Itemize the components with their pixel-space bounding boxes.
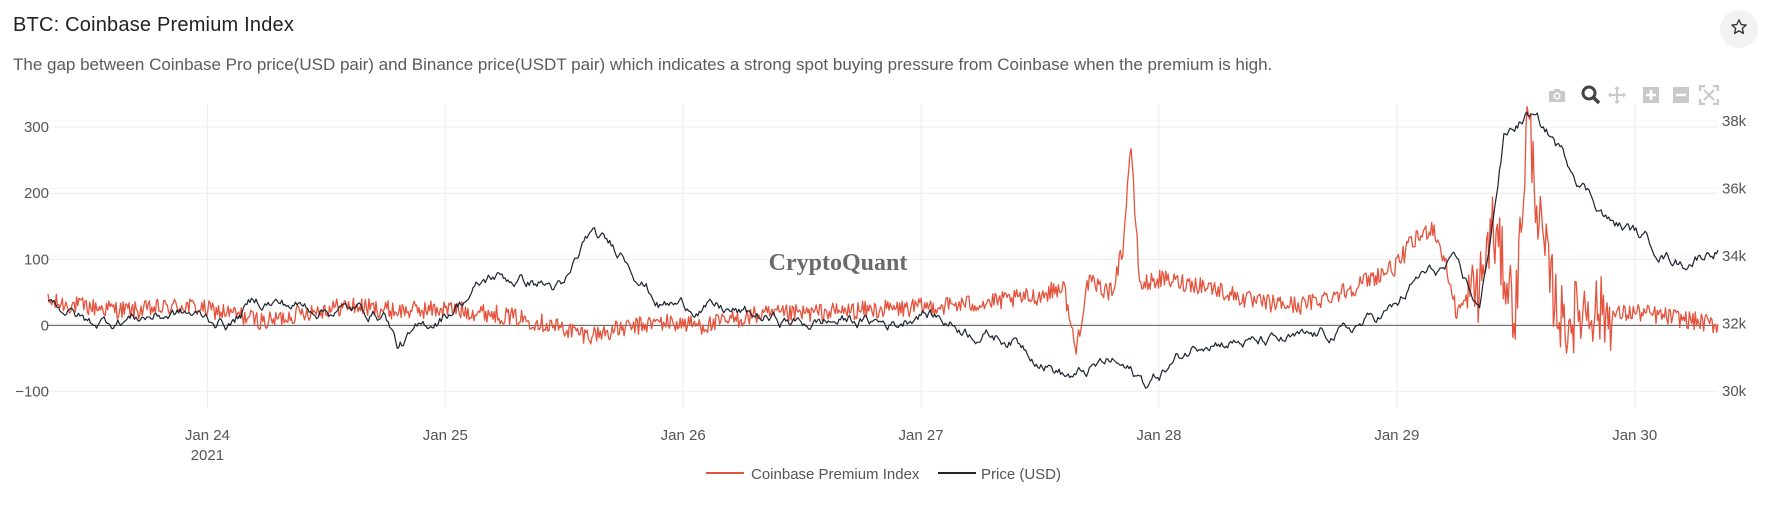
camera-icon[interactable] [1546,84,1568,106]
x-tick-sublabel: 2021 [191,447,224,464]
legend-item[interactable]: Price (USD) [938,466,1061,483]
chart-axes: Jan 24 2021 Jan 25 Jan 26 Jan 27 Jan 28 Jan 29… [15,113,1746,464]
x-tick-label: Jan 25 [423,427,468,444]
legend-label: Coinbase Premium Index [751,466,920,483]
x-tick-label: Jan 29 [1374,427,1419,444]
zoom-icon[interactable] [1580,84,1602,106]
y-right-tick-label: 38k [1722,113,1747,130]
page-title: BTC: Coinbase Premium Index [13,14,295,36]
x-tick-label: Jan 28 [1136,427,1181,444]
legend-item[interactable]: Coinbase Premium Index [706,466,920,483]
y-left-tick-label: 100 [24,251,49,268]
chart-grid [48,104,1718,408]
y-right-tick-label: 32k [1722,316,1747,333]
legend-label: Price (USD) [981,466,1061,483]
autoscale-icon[interactable] [1698,84,1720,106]
y-right-tick-label: 36k [1722,180,1747,197]
x-tick-label: Jan 24 [185,427,230,444]
series-line-price[interactable] [47,111,1719,389]
y-left-tick-label: 300 [24,119,49,136]
chart-legend: Coinbase Premium Index Price (USD) [706,466,1061,483]
chart-series [47,106,1719,389]
star-icon [1730,18,1748,41]
y-left-tick-label: 0 [41,317,49,334]
y-right-tick-label: 30k [1722,383,1747,400]
page-description: The gap between Coinbase Pro price(USD p… [13,55,1273,74]
zoom-out-icon[interactable] [1670,84,1692,106]
watermark: CryptoQuant [769,250,908,276]
y-left-tick-label: 200 [24,185,49,202]
series-line-premium-index[interactable] [47,106,1719,355]
y-right-tick-label: 34k [1722,248,1747,265]
x-tick-label: Jan 27 [899,427,944,444]
zoom-in-icon[interactable] [1640,84,1662,106]
y-left-tick-label: −100 [15,383,49,400]
favorite-button[interactable] [1720,10,1758,48]
pan-icon[interactable] [1606,84,1628,106]
x-tick-label: Jan 30 [1612,427,1657,444]
x-tick-label: Jan 26 [661,427,706,444]
